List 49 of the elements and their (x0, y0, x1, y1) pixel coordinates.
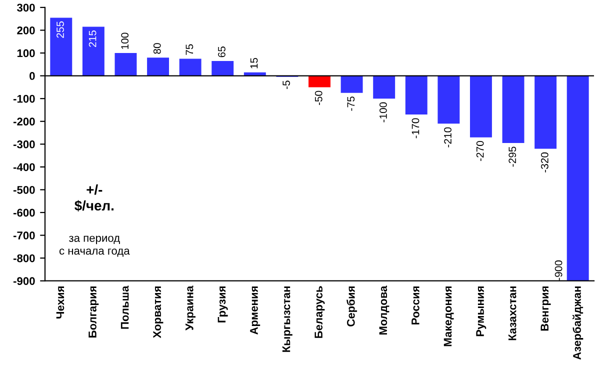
x-tick-label: Венгрия (540, 286, 551, 331)
y-tick-label: -300 (13, 140, 35, 148)
x-tick-label: Румыния (476, 286, 486, 336)
data-label: 75 (186, 44, 194, 55)
y-tick-label: -100 (13, 94, 35, 103)
y-tick-label: -500 (13, 186, 35, 194)
data-label: 80 (153, 43, 161, 54)
data-label: -295 (508, 146, 516, 167)
data-label: -50 (314, 90, 322, 106)
x-tick-label: Кыргызстан (282, 286, 292, 352)
data-label: -320 (540, 152, 548, 172)
y-tick-label: -200 (13, 118, 35, 126)
x-tick-label: Хорватия (153, 286, 164, 338)
y-tick-label: 200 (17, 26, 35, 34)
data-label: -75 (347, 96, 355, 111)
y-tick-label: 300 (16, 4, 35, 12)
y-tick-label: 0 (30, 72, 35, 80)
annotation: за период с начала года (59, 236, 130, 257)
x-tick-label: Азербайджан (572, 286, 584, 360)
x-tick-label: Украина (186, 286, 196, 330)
x-tick-label: Молдова (379, 286, 390, 334)
x-tick-label: Сербия (346, 286, 358, 326)
y-tick-label: -400 (13, 163, 35, 172)
data-label: -170 (412, 118, 420, 138)
data-label: 100 (121, 32, 129, 49)
data-label: -210 (444, 127, 452, 148)
data-label: -100 (380, 102, 387, 122)
x-tick-label: Грузия (218, 286, 228, 322)
x-tick-label: Болгария (88, 286, 99, 338)
data-label: -270 (476, 141, 484, 161)
data-label: 215 (88, 30, 96, 47)
y-tick-label: 100 (17, 49, 35, 58)
y-tick-label: -900 (13, 277, 35, 285)
data-label: -5 (282, 80, 290, 90)
data-label: -900 (554, 260, 562, 280)
x-tick-label: Чехия (56, 286, 64, 318)
annotation: +/- $/чел. (74, 184, 114, 212)
y-tick-label: -800 (13, 254, 35, 262)
data-label: 65 (218, 46, 226, 58)
data-label: 255 (56, 21, 64, 38)
y-tick-label: -600 (13, 208, 35, 217)
y-tick-label: -700 (13, 232, 35, 240)
x-tick-label: Польша (120, 286, 129, 329)
x-tick-label: Казахстан (508, 286, 516, 340)
x-tick-label: Беларусь (314, 286, 325, 338)
x-tick-label: Россия (412, 286, 420, 324)
data-label: 15 (250, 58, 258, 68)
x-tick-label: Македония (444, 286, 454, 346)
x-tick-label: Армения (250, 286, 260, 335)
